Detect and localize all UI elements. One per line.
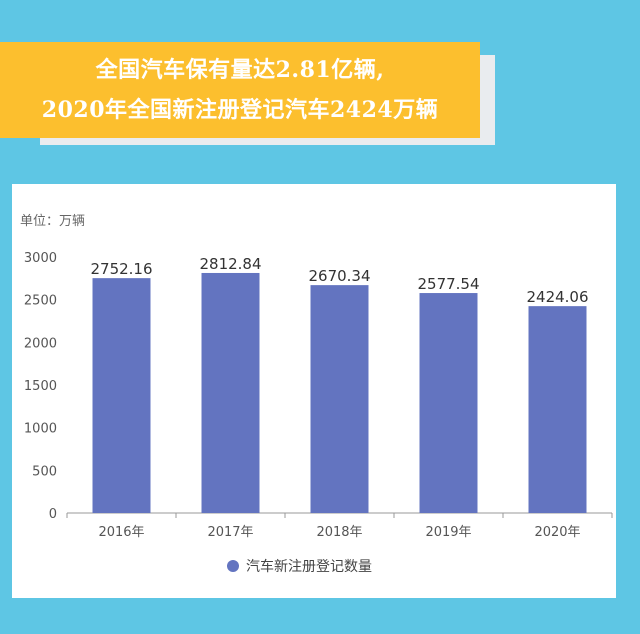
legend: 汽车新注册登记数量 <box>227 558 372 575</box>
y-tick-label: 2000 <box>24 336 57 351</box>
bar <box>419 293 478 513</box>
x-axis: 2016年 2017年 2018年 2019年 2020年 <box>66 512 613 540</box>
bar-chart: 单位：万辆 0 500 1000 1500 2000 2500 3000 2016年 2017… <box>20 214 613 575</box>
bar <box>310 285 369 513</box>
data-label: 2424.06 <box>526 288 588 306</box>
y-axis: 0 500 1000 1500 2000 2500 3000 <box>24 251 57 522</box>
legend-marker <box>227 560 239 572</box>
headline-line-1: 全国汽车保有量达2.81亿辆, <box>95 57 385 83</box>
headline-banner: 全国汽车保有量达2.81亿辆, 2020年全国新注册登记汽车2424万辆 <box>0 42 480 138</box>
y-tick-label: 2500 <box>24 294 57 309</box>
x-tick-label: 2017年 <box>207 525 253 540</box>
data-label: 2812.84 <box>199 255 261 273</box>
bar <box>528 306 587 513</box>
y-tick-label: 1000 <box>24 422 57 437</box>
chart-card: 单位：万辆 0 500 1000 1500 2000 2500 3000 2016年 2017… <box>12 184 616 598</box>
y-tick-label: 0 <box>49 507 57 522</box>
x-tick-label: 2018年 <box>316 525 362 540</box>
legend-label: 汽车新注册登记数量 <box>246 558 372 575</box>
y-tick-label: 500 <box>32 464 57 479</box>
bars: 2752.16 2812.84 2670.34 2577.54 2424.06 <box>90 255 589 513</box>
data-label: 2752.16 <box>90 260 152 278</box>
unit-label: 单位：万辆 <box>20 214 85 229</box>
bar <box>201 272 260 513</box>
y-tick-label: 1500 <box>24 379 57 394</box>
x-tick-label: 2019年 <box>425 525 471 540</box>
headline-line-2: 2020年全国新注册登记汽车2424万辆 <box>41 97 439 123</box>
x-tick-label: 2016年 <box>98 525 144 540</box>
bar <box>92 278 151 513</box>
data-label: 2577.54 <box>417 275 479 293</box>
x-tick-label: 2020年 <box>534 525 580 540</box>
data-label: 2670.34 <box>308 267 370 285</box>
y-tick-label: 3000 <box>24 251 57 266</box>
